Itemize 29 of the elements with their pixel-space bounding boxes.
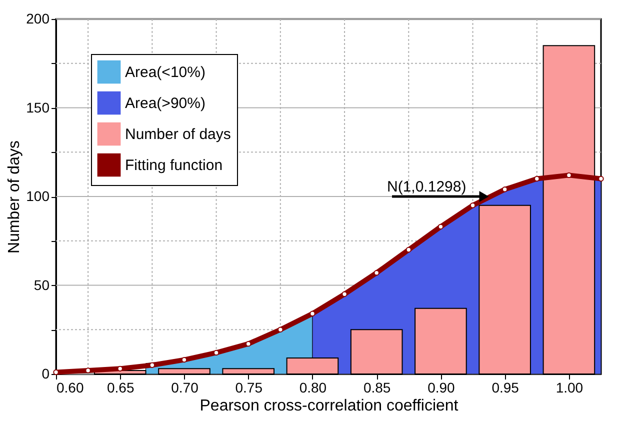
point (406, 246, 412, 253)
y-axis-title: Number of days (6, 140, 24, 254)
legend-label: Fitting function (125, 157, 223, 174)
point (374, 270, 380, 276)
point (278, 326, 284, 332)
x-tick-label: 0.95 (492, 380, 520, 396)
x-tick-label: 0.60 (56, 380, 84, 396)
y-tick-label: 100 (26, 188, 50, 204)
x-tick-label: 0.75 (235, 380, 263, 396)
y-tick-label: 50 (34, 276, 50, 293)
x-tick-label: 0.90 (428, 380, 456, 396)
x-tick-label: 0.65 (106, 380, 134, 396)
x-tick-label: 1.00 (556, 380, 584, 396)
legend-label: Number of days (125, 126, 231, 143)
y-tick-label: 0 (42, 366, 50, 382)
y-tick-label: 200 (26, 10, 50, 26)
x-tick-label: 0.85 (363, 380, 391, 396)
x-tick-label: 0.70 (171, 380, 199, 396)
point (246, 340, 252, 347)
x-axis-title: Pearson cross-correlation coefficient (200, 398, 459, 414)
legend-label: Area(<10%) (125, 64, 206, 81)
y-tick-label: 150 (26, 99, 50, 116)
point (438, 224, 444, 230)
point (310, 310, 316, 316)
point (470, 202, 476, 208)
legend-label: Area(>90%) (125, 95, 206, 112)
annotation: N(1,0.1298) (387, 178, 466, 196)
x-tick-label: 0.80 (299, 380, 327, 396)
point (342, 291, 348, 297)
